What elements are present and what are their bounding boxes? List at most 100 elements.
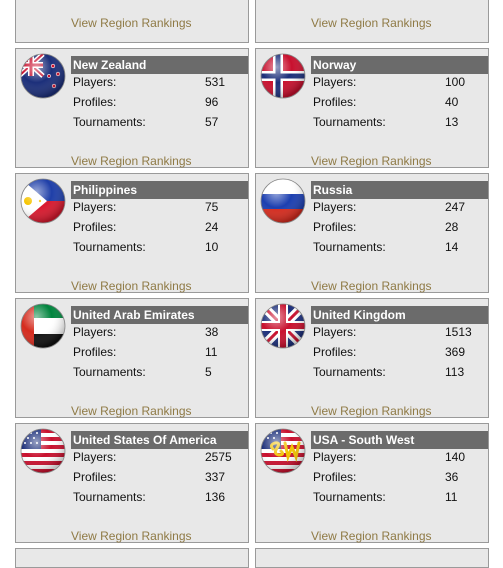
tournaments-value: 14 [445, 240, 459, 254]
region-card-partial-bottom-left [15, 548, 249, 568]
profiles-value: 24 [205, 220, 219, 234]
region-card-partial-bottom-right [255, 548, 489, 568]
players-label: Players: [73, 200, 117, 214]
profiles-label: Profiles: [73, 470, 117, 484]
region-name: United States Of America [71, 431, 248, 449]
profiles-value: 40 [445, 95, 459, 109]
players-value: 1513 [445, 325, 472, 339]
region-card-russia: Russia Players: 247 Profiles: 28 Tournamen… [255, 173, 489, 293]
view-region-rankings-link[interactable]: View Region Rankings [71, 154, 192, 168]
region-name: Philippines [71, 181, 248, 199]
tournaments-row: Tournaments: 113 [313, 364, 488, 380]
players-value: 531 [205, 75, 226, 89]
profiles-value: 369 [445, 345, 466, 359]
region-name: United Arab Emirates [71, 306, 248, 324]
usa-flag-icon [19, 427, 67, 475]
tournaments-row: Tournaments: 136 [73, 489, 248, 505]
profiles-label: Profiles: [73, 345, 117, 359]
tournaments-value: 13 [445, 115, 459, 129]
region-card-norway: Norway Players: 100 Profiles: 40 Tournamen… [255, 48, 489, 168]
profiles-row: Profiles: 11 [73, 344, 248, 360]
players-row: Players: 75 [73, 199, 248, 215]
profiles-label: Profiles: [313, 220, 357, 234]
players-row: Players: 1513 [313, 324, 488, 340]
players-value: 100 [445, 75, 466, 89]
region-card-partial-right: View Region Rankings [255, 0, 489, 43]
russia-flag-icon [259, 177, 307, 225]
region-card-philippines: Philippines Players: 75 Profiles: 24 Tourn… [15, 173, 249, 293]
region-name: Russia [311, 181, 488, 199]
players-row: Players: 140 [313, 449, 488, 465]
view-region-rankings-link[interactable]: View Region Rankings [311, 279, 432, 293]
profiles-row: Profiles: 337 [73, 469, 248, 485]
tournaments-row: Tournaments: 11 [313, 489, 488, 505]
players-label: Players: [313, 200, 357, 214]
tournaments-label: Tournaments: [73, 365, 146, 379]
usa-south-west-flag-icon [259, 427, 307, 475]
region-name: New Zealand [71, 56, 248, 74]
view-region-rankings-link[interactable]: View Region Rankings [71, 279, 192, 293]
tournaments-row: Tournaments: 57 [73, 114, 248, 130]
view-region-rankings-link[interactable]: View Region Rankings [311, 529, 432, 543]
profiles-row: Profiles: 28 [313, 219, 488, 235]
players-row: Players: 531 [73, 74, 248, 90]
players-label: Players: [313, 325, 357, 339]
profiles-label: Profiles: [313, 470, 357, 484]
players-label: Players: [313, 75, 357, 89]
tournaments-value: 57 [205, 115, 219, 129]
view-region-rankings-link[interactable]: View Region Rankings [71, 404, 192, 418]
new-zealand-flag-icon [19, 52, 67, 100]
tournaments-label: Tournaments: [313, 490, 386, 504]
players-row: Players: 247 [313, 199, 488, 215]
profiles-row: Profiles: 36 [313, 469, 488, 485]
view-region-rankings-link[interactable]: View Region Rankings [71, 529, 192, 543]
players-row: Players: 2575 [73, 449, 248, 465]
region-name: Norway [311, 56, 488, 74]
players-label: Players: [73, 75, 117, 89]
profiles-value: 96 [205, 95, 219, 109]
players-value: 140 [445, 450, 466, 464]
players-row: Players: 100 [313, 74, 488, 90]
profiles-label: Profiles: [313, 95, 357, 109]
tournaments-row: Tournaments: 13 [313, 114, 488, 130]
profiles-label: Profiles: [73, 220, 117, 234]
profiles-row: Profiles: 24 [73, 219, 248, 235]
region-name: United Kingdom [311, 306, 488, 324]
region-card-usa: United States Of America Players: 2575 Pr… [15, 423, 249, 543]
tournaments-value: 136 [205, 490, 226, 504]
uae-flag-icon [19, 302, 67, 350]
region-card-usa-south-west: USA - South West Players: 140 Profiles: 36… [255, 423, 489, 543]
players-label: Players: [73, 325, 117, 339]
norway-flag-icon [259, 52, 307, 100]
tournaments-label: Tournaments: [73, 490, 146, 504]
view-region-rankings-link[interactable]: View Region Rankings [311, 16, 432, 30]
tournaments-label: Tournaments: [313, 240, 386, 254]
players-label: Players: [73, 450, 117, 464]
region-card-uae: United Arab Emirates Players: 38 Profiles… [15, 298, 249, 418]
players-value: 2575 [205, 450, 232, 464]
view-region-rankings-link[interactable]: View Region Rankings [311, 404, 432, 418]
region-card-new-zealand: New Zealand Players: 531 Profiles: 96 Tour… [15, 48, 249, 168]
tournaments-value: 113 [445, 365, 465, 379]
philippines-flag-icon [19, 177, 67, 225]
players-row: Players: 38 [73, 324, 248, 340]
region-card-united-kingdom: United Kingdom Players: 1513 Profiles: 369… [255, 298, 489, 418]
profiles-row: Profiles: 369 [313, 344, 488, 360]
view-region-rankings-link[interactable]: View Region Rankings [311, 154, 432, 168]
players-value: 247 [445, 200, 466, 214]
tournaments-label: Tournaments: [73, 240, 146, 254]
tournaments-value: 11 [445, 490, 458, 504]
profiles-value: 337 [205, 470, 226, 484]
tournaments-label: Tournaments: [73, 115, 146, 129]
tournaments-row: Tournaments: 14 [313, 239, 488, 255]
view-region-rankings-link[interactable]: View Region Rankings [71, 16, 192, 30]
tournaments-label: Tournaments: [313, 115, 386, 129]
players-label: Players: [313, 450, 357, 464]
profiles-value: 28 [445, 220, 459, 234]
tournaments-label: Tournaments: [313, 365, 386, 379]
profiles-row: Profiles: 40 [313, 94, 488, 110]
players-value: 75 [205, 200, 219, 214]
region-name: USA - South West [311, 431, 488, 449]
united-kingdom-flag-icon [259, 302, 307, 350]
profiles-value: 11 [205, 345, 218, 359]
